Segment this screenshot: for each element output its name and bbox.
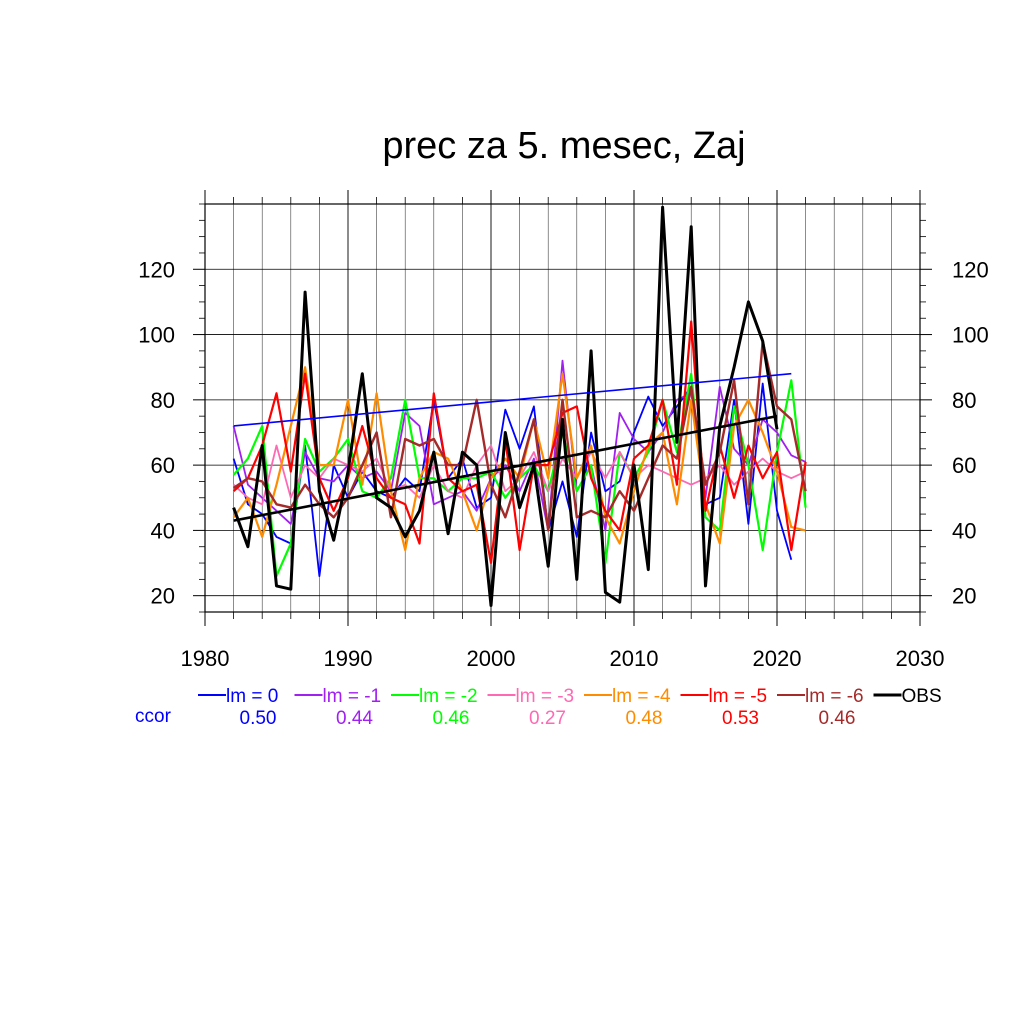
- y-tick-label: 60: [151, 453, 175, 478]
- legend-label: OBS: [902, 686, 942, 707]
- x-tick-label: 2020: [753, 646, 802, 671]
- y-tick-label: 80: [151, 388, 175, 413]
- legend-ccor-value: 0.50: [240, 708, 277, 729]
- series-line: [232, 359, 806, 532]
- y-tick-label-right: 120: [952, 257, 989, 282]
- y-tick-label: 20: [151, 584, 175, 609]
- legend-label: lm = -2: [419, 686, 478, 707]
- legend-label: lm = -1: [323, 686, 382, 707]
- y-tick-label: 100: [138, 323, 175, 348]
- legend-ccor-value: 0.27: [529, 708, 566, 729]
- chart-title: prec za 5. mesec, Zaj: [382, 125, 745, 167]
- x-tick-label: 2000: [467, 646, 516, 671]
- series-line: [232, 205, 779, 607]
- y-tick-label-right: 40: [952, 518, 976, 543]
- y-tick-label: 120: [138, 257, 175, 282]
- y-tick-label-right: 60: [952, 453, 976, 478]
- legend-label: lm = -3: [516, 686, 575, 707]
- legend-label: lm = -6: [805, 686, 864, 707]
- legend-label: lm = -4: [612, 686, 671, 707]
- y-tick-label-right: 20: [952, 584, 976, 609]
- x-tick-label: 1980: [181, 646, 230, 671]
- legend-label: lm = 0: [226, 686, 278, 707]
- x-tick-label: 2010: [610, 646, 659, 671]
- series-line: [232, 339, 807, 532]
- legend-ccor-value: 0.48: [626, 708, 663, 729]
- legend-ccor-value: 0.46: [819, 708, 856, 729]
- series-line: [232, 320, 807, 565]
- x-tick-label: 1990: [324, 646, 373, 671]
- x-tick-label: 2030: [896, 646, 945, 671]
- trend-line: [233, 414, 778, 522]
- ccor-label: ccor: [135, 706, 172, 727]
- y-tick-label-right: 100: [952, 323, 989, 348]
- y-tick-label: 40: [151, 518, 175, 543]
- legend-ccor-value: 0.46: [433, 708, 470, 729]
- legend-label: lm = -5: [709, 686, 768, 707]
- trend-line: [233, 372, 792, 427]
- plot-frame: [204, 203, 921, 613]
- legend-ccor-value: 0.44: [336, 708, 373, 729]
- series-lines: [232, 205, 807, 607]
- y-tick-label-right: 80: [952, 388, 976, 413]
- legend-ccor-value: 0.53: [722, 708, 759, 729]
